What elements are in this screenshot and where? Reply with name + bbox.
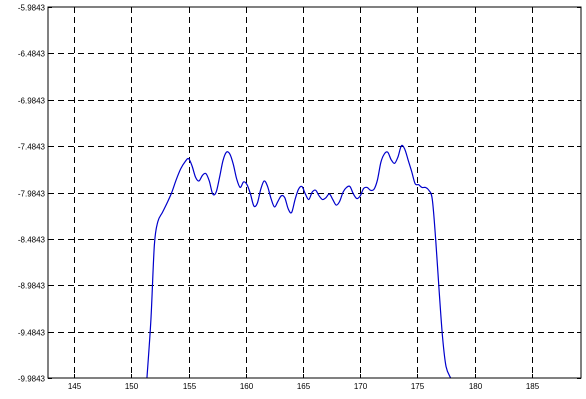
x-tick-label: 160 [240,382,254,391]
y-tick-label: -7.9843 [18,190,46,199]
grid-lines [48,7,581,378]
x-tick-label: 175 [411,382,425,391]
y-tick-label: -5.9843 [18,4,46,13]
y-tick-label: -8.9843 [18,282,46,291]
y-tick-labels: -5.9843 -6.4843 -6.9843 -7.4843 -7.9843 -8.48… [18,4,46,384]
x-tick-label: 155 [183,382,197,391]
x-tick-labels: 145 150 155 160 165 170 175 180 185 [68,382,540,391]
y-tick-label: -6.9843 [18,97,46,106]
x-tick-label: 150 [125,382,139,391]
x-tick-label: 185 [526,382,540,391]
x-tick-label: 165 [297,382,311,391]
y-tick-label: -9.9843 [18,375,46,384]
y-tick-label: -7.4843 [18,143,46,152]
x-tick-label: 145 [68,382,82,391]
series-line [146,144,452,379]
series-layer [146,144,452,379]
y-tick-label: -9.4843 [18,329,46,338]
plot-background [48,7,581,378]
x-tick-label: 180 [469,382,483,391]
tick-marks [48,7,581,379]
plot-frame [47,6,582,379]
y-tick-label: -8.4843 [18,236,46,245]
x-tick-label: 170 [354,382,368,391]
y-tick-label: -6.4843 [18,50,46,59]
